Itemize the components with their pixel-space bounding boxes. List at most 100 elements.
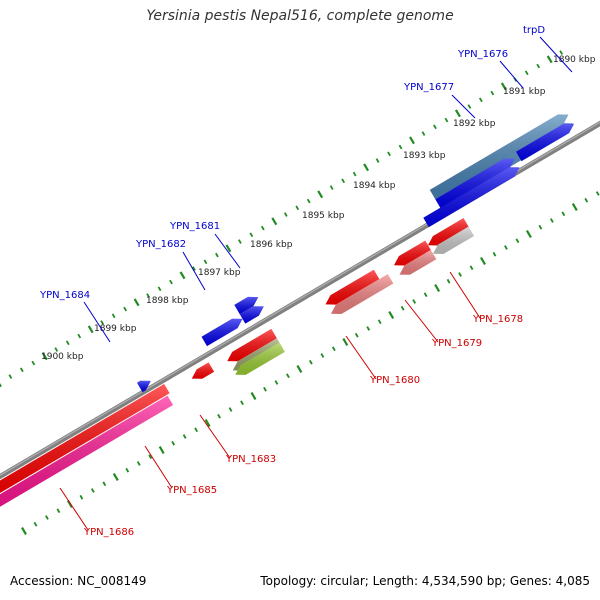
forward-gene-label[interactable]: YPN_1684	[39, 290, 90, 301]
forward-gene-label[interactable]: YPN_1681	[169, 221, 220, 232]
scale-tick	[112, 473, 119, 481]
reverse-gene-label[interactable]: YPN_1679	[431, 338, 482, 349]
gene-YPN_1677-b-shading	[423, 167, 520, 228]
inner-tick-track	[21, 191, 600, 535]
scale-tick	[320, 353, 325, 358]
scale-tick	[228, 407, 233, 412]
reverse-leader-line	[345, 335, 377, 380]
scale-tick	[421, 131, 426, 136]
reverse-leader-line	[59, 487, 89, 531]
scale-tick	[41, 352, 48, 361]
scale-tick	[423, 292, 428, 298]
forward-leader-line	[182, 251, 206, 291]
gene-YPN_1680-shading	[325, 269, 380, 305]
forward-leader-line	[539, 36, 573, 73]
scale-tick	[217, 413, 221, 419]
forward-gene-label[interactable]: trpD	[523, 25, 545, 36]
accession-text: Accession: NC_008149	[10, 574, 147, 588]
reverse-gene-label[interactable]: YPN_1678	[472, 314, 523, 325]
scale-tick	[446, 278, 451, 284]
scale-tick	[492, 251, 497, 257]
forward-gene-label[interactable]: YPN_1676	[457, 49, 508, 60]
scale-tick	[123, 306, 128, 312]
scale-tick	[203, 259, 208, 265]
scale-tick	[260, 225, 265, 231]
scale-tick	[467, 104, 472, 109]
scale-tick	[250, 392, 257, 400]
gene-YPN_1680-b-shading	[331, 274, 394, 314]
scale-tick	[478, 97, 483, 103]
scale-tick	[409, 136, 415, 145]
reverse-leader-line	[449, 271, 481, 319]
scale-tick	[237, 239, 242, 244]
scale-tick	[559, 50, 564, 55]
scale-tick	[179, 271, 186, 280]
scale-tick	[354, 332, 359, 338]
scale-tick	[240, 400, 244, 406]
scale-tick	[352, 171, 357, 177]
kbp-label: 1890 kbp	[553, 55, 596, 65]
gene-features	[0, 114, 574, 507]
scale-tick	[434, 284, 441, 292]
scale-tick	[136, 461, 141, 466]
scale-tick	[19, 367, 24, 373]
scale-tick	[157, 286, 162, 292]
kbp-label: 1899 kbp	[94, 324, 137, 334]
scale-tick	[249, 232, 254, 238]
gene-YPN_1678-shading	[394, 240, 431, 266]
scale-tick	[90, 488, 95, 493]
gene-YPN_1683-b-shading	[232, 338, 283, 371]
scale-tick	[125, 467, 130, 473]
gene-YPN_1682-b-shading	[239, 306, 264, 324]
scale-tick	[215, 252, 219, 258]
scale-tick	[571, 203, 578, 211]
gene-YPN_1685-a-shading	[191, 362, 215, 379]
scale-tick	[192, 266, 196, 271]
scale-tick	[133, 298, 140, 307]
gene-YPN_1676-b-shading	[516, 123, 574, 162]
gene-YPN_1679-shading	[399, 250, 437, 275]
scale-tick	[194, 427, 199, 433]
scale-tick	[536, 63, 541, 69]
scale-tick	[158, 446, 165, 454]
scale-tick	[387, 151, 391, 157]
gene-YPN_1679-b-shading	[433, 226, 474, 254]
scale-tick	[79, 494, 84, 500]
reverse-gene-label[interactable]: YPN_1685	[166, 485, 217, 496]
scale-tick	[341, 178, 346, 184]
scale-tick	[283, 212, 288, 217]
scale-tick	[388, 311, 395, 319]
scale-tick	[56, 508, 61, 514]
scale-tick	[100, 320, 105, 325]
gene-YPN_1684-shading	[137, 380, 151, 393]
scale-tick	[271, 217, 278, 226]
scale-tick	[490, 90, 495, 96]
kbp-label: 1894 kbp	[353, 181, 396, 191]
forward-leader-line	[83, 301, 111, 343]
reverse-gene-label[interactable]: YPN_1686	[83, 527, 134, 538]
scale-tick	[148, 454, 153, 460]
scale-tick	[469, 265, 474, 271]
scale-tick	[8, 374, 13, 379]
scale-tick	[169, 279, 173, 285]
scale-tick	[274, 380, 279, 385]
scale-tick	[295, 205, 300, 211]
gene-YPN_1685-shading	[0, 384, 170, 494]
scale-tick	[377, 319, 382, 325]
scale-tick	[204, 419, 211, 427]
forward-gene-label[interactable]: YPN_1682	[135, 239, 186, 250]
reverse-gene-label[interactable]: YPN_1680	[369, 375, 420, 386]
forward-gene-label[interactable]: YPN_1677	[403, 82, 454, 93]
reverse-gene-label[interactable]: YPN_1683	[225, 454, 276, 465]
scale-tick	[363, 163, 370, 172]
scale-tick	[111, 313, 116, 319]
gene-YPN_1682-shading	[201, 318, 243, 347]
scale-tick	[87, 325, 94, 334]
scale-tick	[515, 238, 520, 244]
scale-tick	[595, 191, 600, 196]
gene-YPN_1686-shading	[0, 395, 173, 507]
scale-tick	[375, 158, 380, 163]
scale-tick	[400, 305, 405, 311]
forward-leader-line	[451, 94, 476, 119]
reverse-leader-line	[199, 414, 231, 459]
